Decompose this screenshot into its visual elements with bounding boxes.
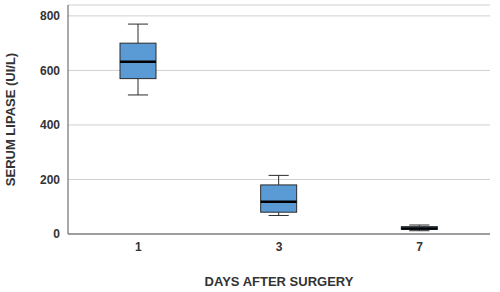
- svg-text:1: 1: [135, 240, 142, 254]
- svg-text:3: 3: [276, 240, 283, 254]
- svg-text:600: 600: [40, 64, 60, 78]
- svg-text:DAYS AFTER SURGERY: DAYS AFTER SURGERY: [205, 274, 354, 289]
- svg-text:800: 800: [40, 9, 60, 23]
- svg-text:7: 7: [416, 240, 423, 254]
- svg-text:SERUM LIPASE (UI/L): SERUM LIPASE (UI/L): [8, 53, 18, 186]
- svg-text:0: 0: [53, 227, 60, 241]
- svg-text:200: 200: [40, 173, 60, 187]
- svg-text:400: 400: [40, 118, 60, 132]
